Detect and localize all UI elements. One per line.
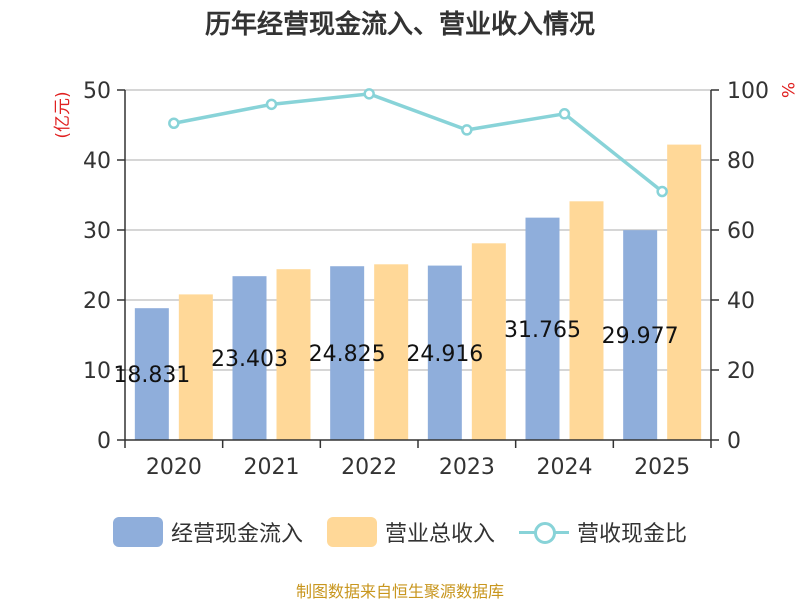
x-tick-label: 2020 bbox=[146, 455, 202, 480]
legend-label-ratio: 营收现金比 bbox=[577, 522, 688, 547]
left-tick-label: 20 bbox=[83, 289, 111, 314]
bar-cash-inflow bbox=[134, 308, 169, 440]
bar-cash-inflow bbox=[232, 276, 267, 440]
x-tick-label: 2025 bbox=[634, 455, 690, 480]
data-label-cash-inflow: 23.403 bbox=[211, 347, 288, 372]
ratio-point bbox=[363, 88, 375, 100]
ratio-point bbox=[558, 108, 571, 120]
legend-swatch-revenue bbox=[326, 517, 377, 547]
bar-revenue bbox=[276, 269, 311, 440]
data-label-cash-inflow: 24.825 bbox=[309, 342, 386, 367]
ratio-point bbox=[265, 98, 278, 111]
data-label-cash-inflow: 31.765 bbox=[504, 318, 581, 343]
bar-revenue bbox=[569, 201, 604, 440]
source-note: 制图数据来自恒生聚源数据库 bbox=[295, 582, 504, 601]
left-tick-label: 0 bbox=[97, 429, 111, 454]
x-tick-label: 2022 bbox=[341, 455, 397, 480]
legend-label-revenue: 营业总收入 bbox=[384, 522, 495, 547]
ratio-line bbox=[173, 92, 664, 193]
right-tick-label: 40 bbox=[727, 289, 755, 314]
grid-lines bbox=[125, 89, 711, 371]
legend-swatch-ratio bbox=[519, 517, 569, 547]
left-tick-label: 50 bbox=[83, 79, 111, 104]
legend-swatch-cash-inflow bbox=[112, 517, 163, 547]
line-series bbox=[168, 88, 668, 198]
right-tick-label: 80 bbox=[727, 149, 755, 174]
data-label-cash-inflow: 18.831 bbox=[113, 363, 190, 388]
chart-title: 历年经营现金流入、营业收入情况 bbox=[204, 10, 595, 40]
data-labels: 18.831 23.403 24.825 24.916 31.765 29.977 bbox=[113, 318, 678, 388]
legend: 经营现金流入 营业总收入 营收现金比 bbox=[0, 516, 800, 548]
right-axis-unit: % bbox=[777, 82, 797, 98]
legend-item-ratio[interactable]: 营收现金比 bbox=[519, 516, 687, 548]
right-tick-label: 20 bbox=[727, 359, 755, 384]
left-tick-label: 30 bbox=[83, 219, 111, 244]
legend-label-cash-inflow: 经营现金流入 bbox=[170, 522, 303, 547]
left-tick-label: 10 bbox=[83, 359, 111, 384]
x-tick-label: 2023 bbox=[439, 455, 495, 480]
bar-cash-inflow bbox=[330, 266, 365, 440]
x-tick-label: 2024 bbox=[537, 455, 593, 480]
ratio-point bbox=[461, 124, 473, 136]
bar-revenue bbox=[178, 294, 213, 440]
bar-series bbox=[134, 144, 702, 440]
left-axis-unit: (亿元) bbox=[53, 91, 73, 138]
bar-cash-inflow bbox=[525, 217, 560, 440]
bar-revenue bbox=[667, 144, 702, 440]
data-label-cash-inflow: 24.916 bbox=[406, 342, 483, 367]
ratio-point bbox=[656, 185, 668, 198]
legend-item-revenue[interactable]: 营业总收入 bbox=[326, 516, 495, 548]
legend-item-cash-inflow[interactable]: 经营现金流入 bbox=[112, 516, 303, 548]
axes: 0 10 20 30 40 50 0 20 40 60 80 100 (亿元)% 2020 2021 2022… bbox=[53, 79, 797, 480]
bar-cash-inflow bbox=[427, 265, 462, 440]
right-tick-label: 100 bbox=[727, 79, 769, 104]
bar-cash-inflow bbox=[623, 230, 658, 440]
ratio-point bbox=[168, 117, 180, 129]
bar-revenue bbox=[471, 243, 506, 440]
data-label-cash-inflow: 29.977 bbox=[602, 324, 679, 349]
bar-revenue bbox=[374, 264, 409, 440]
right-tick-label: 60 bbox=[727, 219, 755, 244]
x-tick-label: 2021 bbox=[244, 455, 300, 480]
left-tick-label: 40 bbox=[83, 149, 111, 174]
right-tick-label: 0 bbox=[727, 429, 741, 454]
